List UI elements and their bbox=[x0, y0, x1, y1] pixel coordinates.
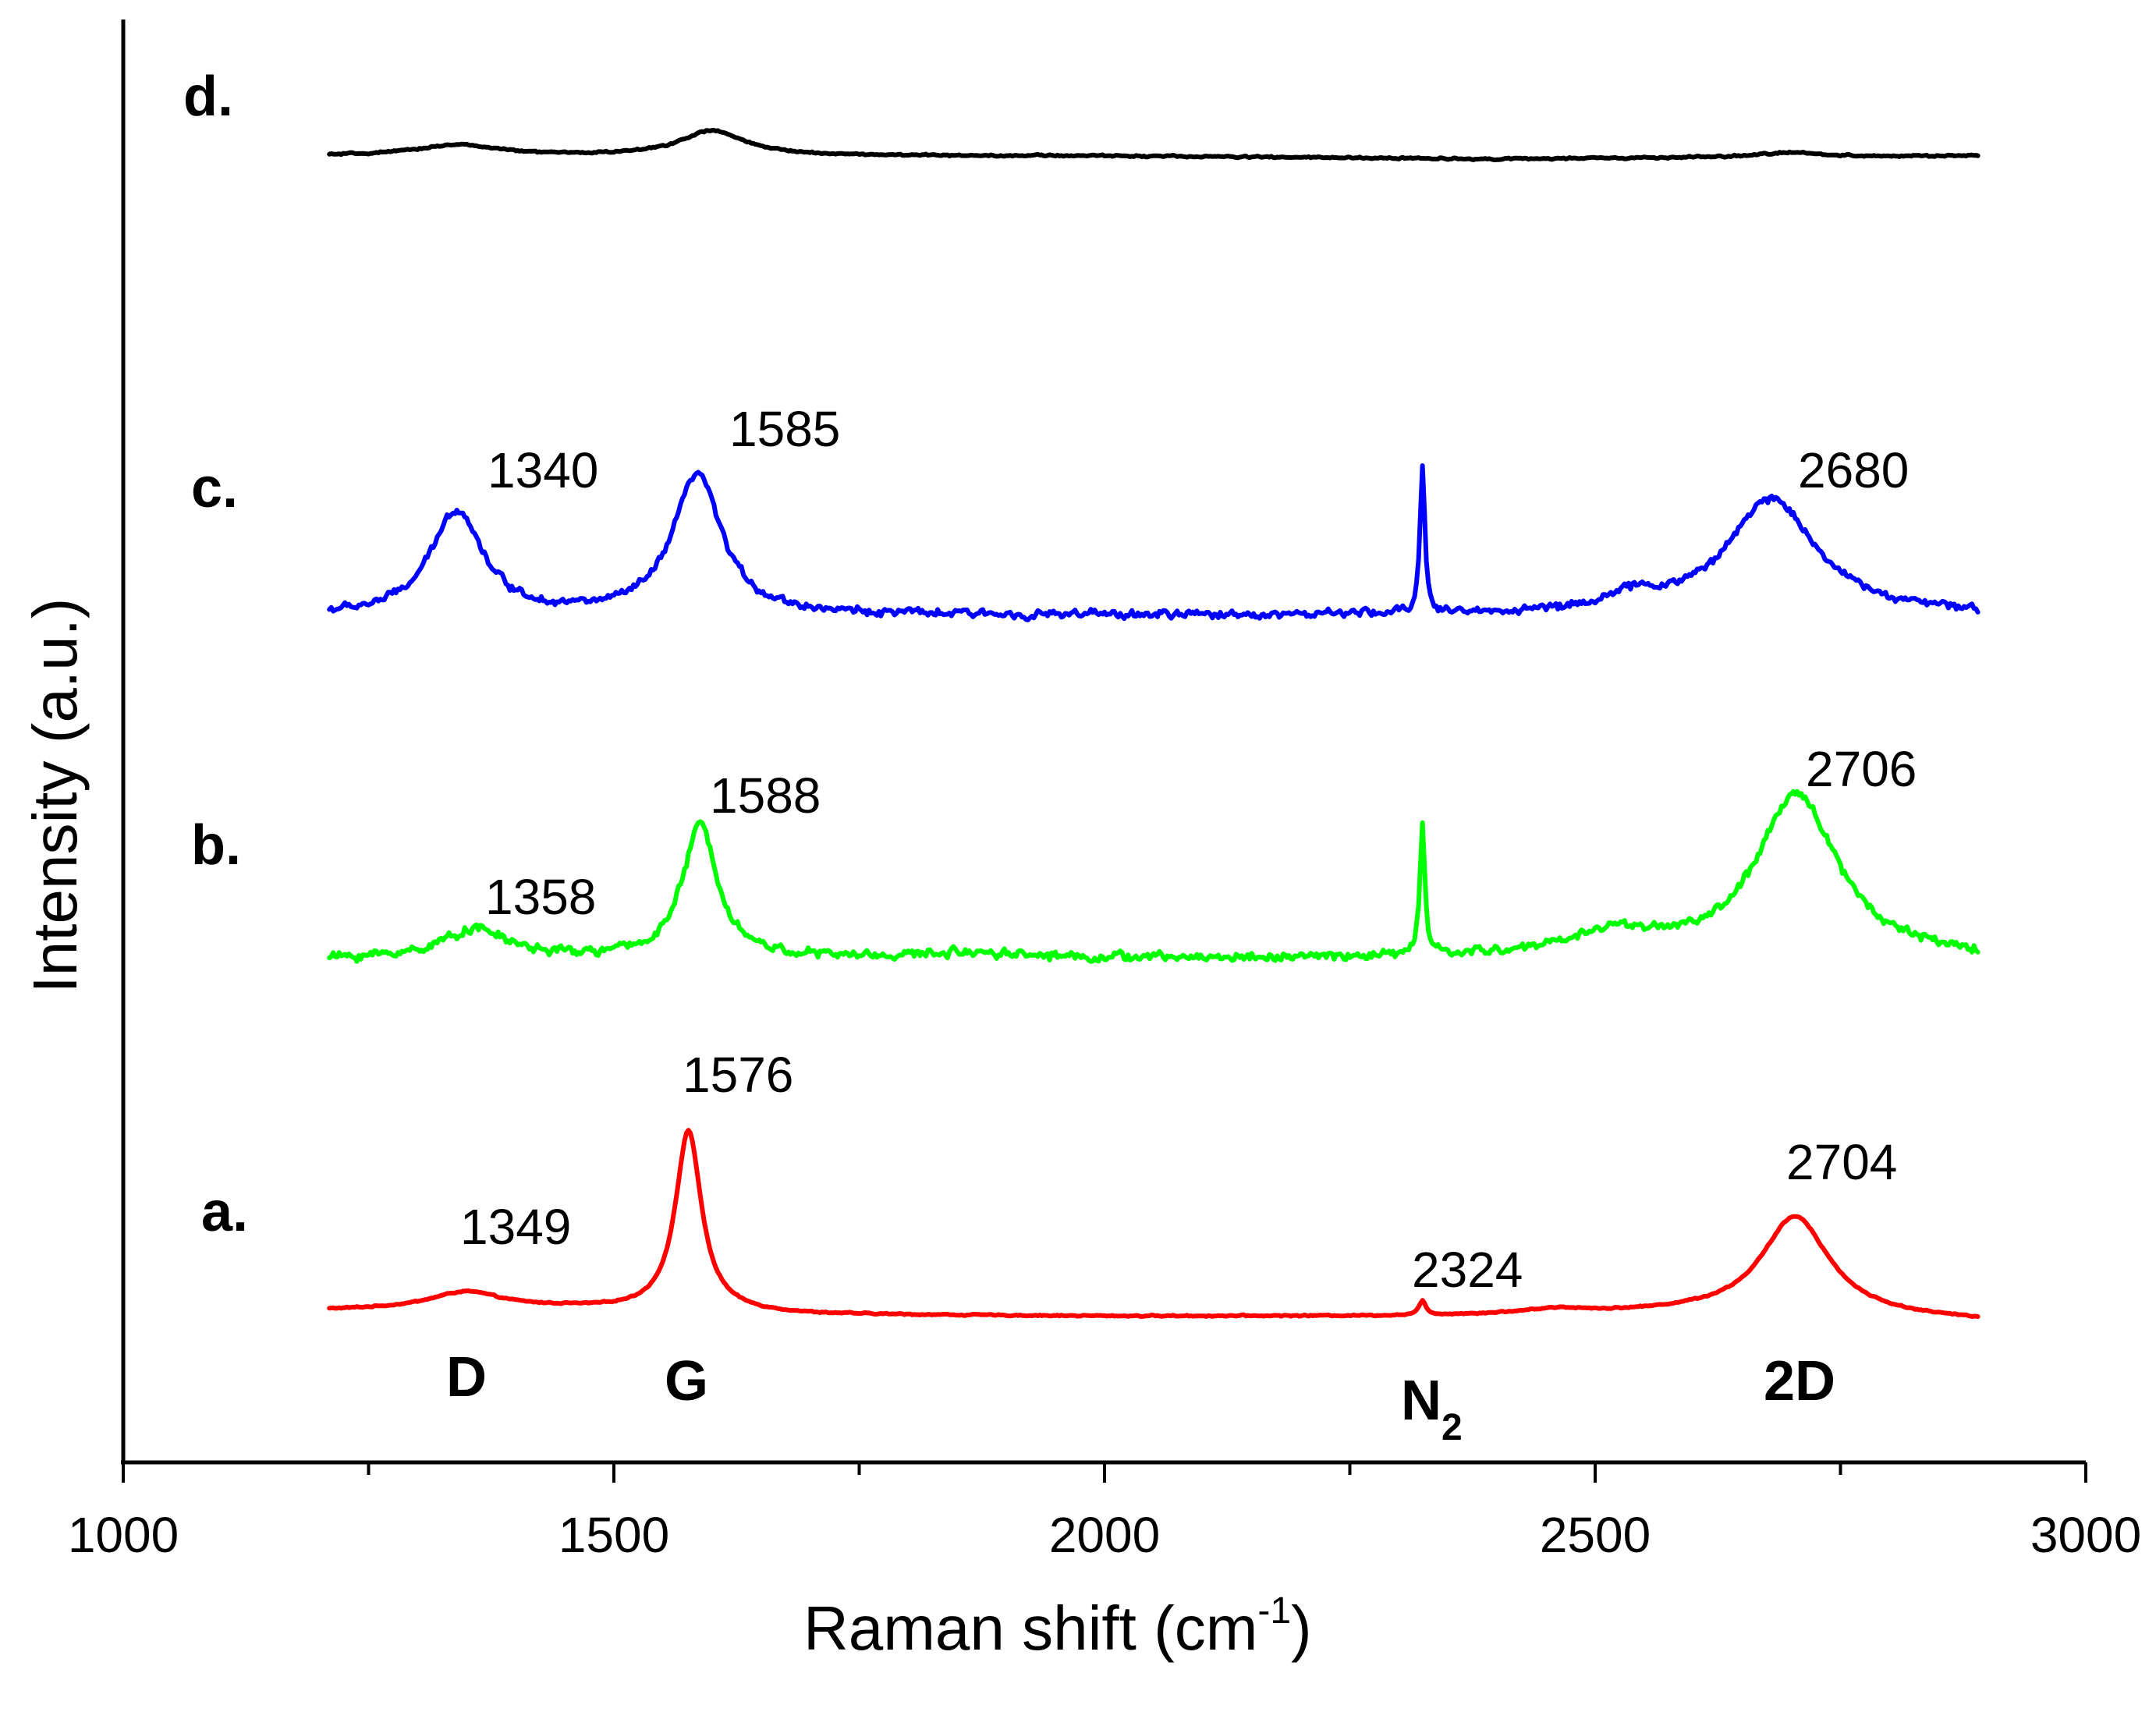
band-label-n2: N2 bbox=[1401, 1370, 1463, 1448]
x-tick-label: 1500 bbox=[559, 1507, 669, 1563]
peak-label: 2704 bbox=[1786, 1134, 1897, 1190]
peak-label: 1340 bbox=[488, 442, 598, 498]
trace-label-b: b. bbox=[191, 814, 241, 877]
x-tick-label: 2500 bbox=[1540, 1507, 1651, 1563]
series-a-line bbox=[327, 1128, 1980, 1320]
band-label-2d: 2D bbox=[1764, 1350, 1835, 1412]
series-c-line bbox=[327, 463, 1980, 622]
x-tick-label: 3000 bbox=[2030, 1507, 2141, 1563]
band-label-n2-letter: N bbox=[1401, 1370, 1441, 1432]
x-ticks bbox=[122, 1462, 2087, 1483]
band-label-g: G bbox=[665, 1350, 708, 1412]
x-tick-label: 1000 bbox=[68, 1507, 179, 1563]
peak-label: 2324 bbox=[1412, 1242, 1523, 1298]
peak-label: 1358 bbox=[485, 869, 596, 925]
y-axis-title: Intensity (a.u.) bbox=[20, 598, 90, 994]
band-label-n2-subscript: 2 bbox=[1441, 1407, 1463, 1448]
series-b-line bbox=[327, 789, 1980, 964]
x-axis-title-text: Raman shift (cm bbox=[803, 1593, 1257, 1663]
trace-label-d: d. bbox=[183, 66, 233, 128]
trace-label-a: a. bbox=[201, 1181, 248, 1243]
peak-label: 2706 bbox=[1806, 741, 1917, 797]
trace-label-c: c. bbox=[191, 457, 238, 519]
peak-label: 1585 bbox=[729, 401, 840, 457]
peak-label: 1576 bbox=[683, 1047, 793, 1103]
x-tick-label: 2000 bbox=[1049, 1507, 1160, 1563]
band-label-d: D bbox=[446, 1346, 487, 1409]
x-axis-title-superscript: -1 bbox=[1257, 1590, 1291, 1632]
peak-label: 1588 bbox=[710, 767, 821, 824]
x-axis-title: Raman shift (cm-1) bbox=[803, 1590, 1312, 1663]
x-axis-title-close: ) bbox=[1291, 1593, 1312, 1663]
series-d-line bbox=[327, 128, 1980, 162]
peak-label: 1349 bbox=[460, 1199, 571, 1255]
peak-label: 2680 bbox=[1798, 442, 1909, 498]
